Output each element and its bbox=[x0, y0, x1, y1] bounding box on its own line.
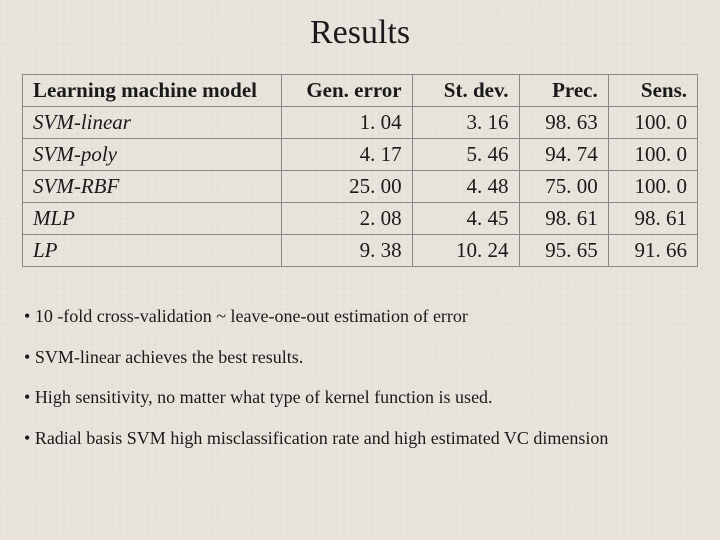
cell-prec: 95. 65 bbox=[519, 235, 608, 267]
cell-generror: 2. 08 bbox=[281, 203, 412, 235]
cell-prec: 75. 00 bbox=[519, 171, 608, 203]
results-table: Learning machine model Gen. error St. de… bbox=[22, 74, 698, 267]
cell-sens: 91. 66 bbox=[608, 235, 697, 267]
page-title: Results bbox=[22, 14, 698, 52]
cell-model: MLP bbox=[23, 203, 282, 235]
bullet-item: 10 -fold cross-validation ~ leave-one-ou… bbox=[24, 305, 698, 328]
bullet-item: SVM-linear achieves the best results. bbox=[24, 346, 698, 369]
cell-generror: 1. 04 bbox=[281, 107, 412, 139]
cell-sens: 100. 0 bbox=[608, 107, 697, 139]
table-row: SVM-linear 1. 04 3. 16 98. 63 100. 0 bbox=[23, 107, 698, 139]
bullet-list: 10 -fold cross-validation ~ leave-one-ou… bbox=[22, 305, 698, 449]
bullet-item: High sensitivity, no matter what type of… bbox=[24, 386, 698, 409]
table-header: Learning machine model Gen. error St. de… bbox=[23, 75, 698, 107]
table-body: SVM-linear 1. 04 3. 16 98. 63 100. 0 SVM… bbox=[23, 107, 698, 267]
col-header-generror: Gen. error bbox=[281, 75, 412, 107]
cell-model: SVM-linear bbox=[23, 107, 282, 139]
cell-stdev: 5. 46 bbox=[412, 139, 519, 171]
col-header-sens: Sens. bbox=[608, 75, 697, 107]
cell-generror: 25. 00 bbox=[281, 171, 412, 203]
cell-model: LP bbox=[23, 235, 282, 267]
cell-prec: 98. 63 bbox=[519, 107, 608, 139]
cell-model: SVM-poly bbox=[23, 139, 282, 171]
cell-sens: 100. 0 bbox=[608, 139, 697, 171]
table-row: MLP 2. 08 4. 45 98. 61 98. 61 bbox=[23, 203, 698, 235]
cell-generror: 4. 17 bbox=[281, 139, 412, 171]
cell-sens: 98. 61 bbox=[608, 203, 697, 235]
col-header-model: Learning machine model bbox=[23, 75, 282, 107]
slide: Results Learning machine model Gen. erro… bbox=[0, 0, 720, 540]
cell-stdev: 10. 24 bbox=[412, 235, 519, 267]
cell-model: SVM-RBF bbox=[23, 171, 282, 203]
cell-prec: 94. 74 bbox=[519, 139, 608, 171]
table-row: SVM-RBF 25. 00 4. 48 75. 00 100. 0 bbox=[23, 171, 698, 203]
cell-sens: 100. 0 bbox=[608, 171, 697, 203]
bullet-item: Radial basis SVM high misclassification … bbox=[24, 427, 698, 450]
col-header-stdev: St. dev. bbox=[412, 75, 519, 107]
cell-stdev: 3. 16 bbox=[412, 107, 519, 139]
cell-prec: 98. 61 bbox=[519, 203, 608, 235]
table-header-row: Learning machine model Gen. error St. de… bbox=[23, 75, 698, 107]
cell-stdev: 4. 48 bbox=[412, 171, 519, 203]
cell-stdev: 4. 45 bbox=[412, 203, 519, 235]
cell-generror: 9. 38 bbox=[281, 235, 412, 267]
table-row: SVM-poly 4. 17 5. 46 94. 74 100. 0 bbox=[23, 139, 698, 171]
table-row: LP 9. 38 10. 24 95. 65 91. 66 bbox=[23, 235, 698, 267]
col-header-prec: Prec. bbox=[519, 75, 608, 107]
